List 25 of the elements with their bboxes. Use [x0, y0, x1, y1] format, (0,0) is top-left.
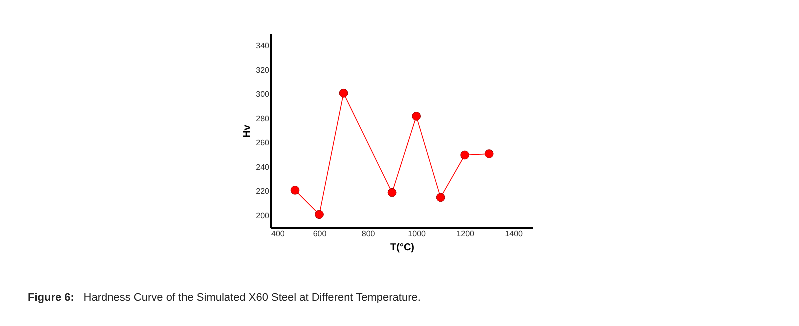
x-tick-label: 600: [313, 230, 328, 238]
y-tick-label: 280: [256, 114, 270, 124]
y-tick-label: 320: [256, 66, 270, 75]
point: [412, 112, 421, 121]
x-tick-label: 1200: [456, 230, 476, 238]
y-tick-label: 240: [256, 162, 270, 172]
x-tick-label: 1000: [408, 230, 427, 238]
y-tick-label: 340: [256, 42, 270, 51]
x-axis-title: T(°C): [390, 242, 414, 254]
point: [339, 88, 348, 98]
point: [388, 188, 397, 198]
y-axis-title: Hv: [242, 124, 254, 138]
y-tick-label: 300: [256, 90, 270, 100]
y-tick-label: 260: [256, 138, 270, 148]
y-tick-label: 200: [256, 211, 270, 220]
x-tick-label: 1400: [505, 230, 524, 238]
x-tick-label: 800: [362, 230, 376, 238]
point: [460, 150, 470, 160]
point: [315, 210, 324, 220]
point: [290, 186, 300, 195]
y-tick-label: 220: [256, 187, 270, 196]
x-tick-label: 400: [272, 230, 286, 238]
caption: Figure 6: Hardness Curve of the Simulated X60 Steel at Different Temperature.: [28, 292, 421, 304]
point: [484, 150, 494, 158]
point: [436, 193, 446, 202]
